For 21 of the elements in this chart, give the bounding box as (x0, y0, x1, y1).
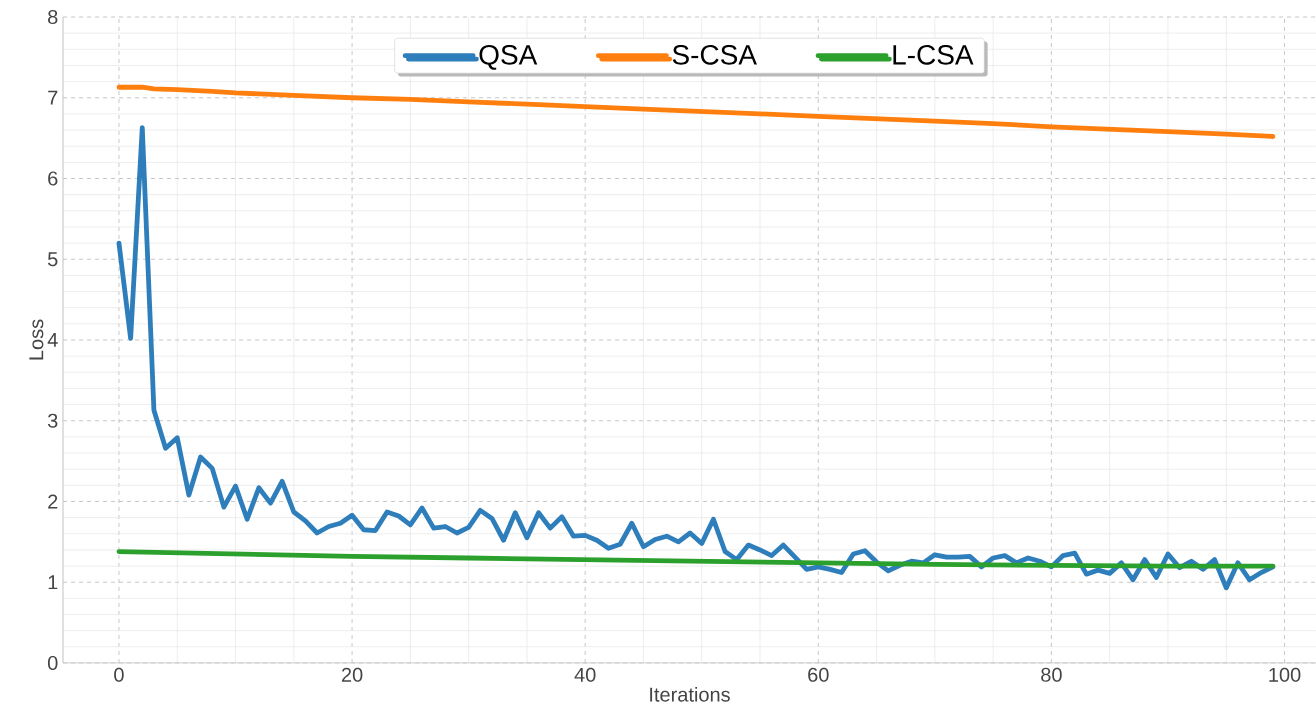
x-tick-label: 80 (1041, 667, 1062, 682)
y-axis-title: Loss (29, 319, 44, 360)
y-tick-label: 4 (47, 333, 58, 347)
y-tick-label: 3 (47, 413, 58, 428)
y-tick-label: 7 (48, 90, 58, 105)
legend-label: QSA (479, 44, 538, 70)
x-tick-label: 40 (574, 667, 596, 682)
x-tick-label: 20 (341, 667, 363, 682)
x-axis-title: Iterations (650, 687, 730, 702)
line-series (116, 125, 1276, 591)
y-tick-label: 6 (48, 171, 58, 186)
y-tick-label: 2 (48, 494, 58, 509)
y-tick-label: 5 (47, 252, 58, 267)
x-tick-label: 0 (114, 667, 124, 682)
y-tick-label: 1 (48, 575, 58, 590)
x-tick-label: 60 (808, 667, 829, 682)
legend-label: S-CSA (672, 44, 757, 65)
y-tick-label: 0 (47, 655, 58, 671)
legend-label: L-CSA (893, 44, 974, 65)
x-tick-label: 100 (1269, 667, 1301, 682)
y-tick-label: 8 (48, 9, 58, 25)
